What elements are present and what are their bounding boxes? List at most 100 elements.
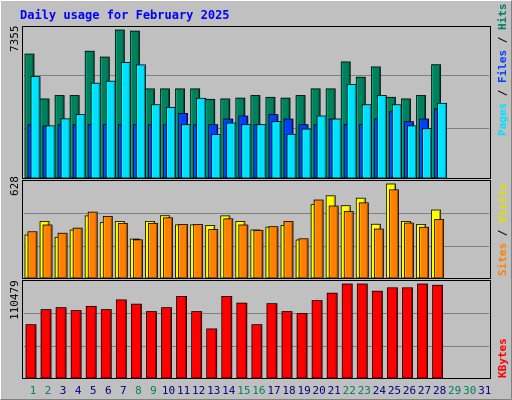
bar-pages-day-14 <box>226 122 237 179</box>
bar-kbytes-day-20 <box>311 300 323 379</box>
bar-pages-day-19 <box>301 128 312 179</box>
bar-kbytes-day-10 <box>161 307 172 379</box>
x-axis-label-day-17: 17 <box>267 384 280 397</box>
bar-sites-day-26 <box>404 222 414 279</box>
legend-hits: Hits <box>496 4 509 31</box>
x-axis-label-day-10: 10 <box>162 384 175 397</box>
bar-kbytes-day-19 <box>296 313 308 379</box>
bars-layer <box>24 29 448 379</box>
legend-files: Files <box>496 50 509 83</box>
bar-sites-day-19 <box>298 238 309 279</box>
x-axis-label-day-25: 25 <box>388 384 401 397</box>
bar-kbytes-day-2 <box>40 309 52 379</box>
x-axis-label-day-27: 27 <box>418 384 431 397</box>
bar-pages-day-17 <box>271 121 282 179</box>
x-axis-label-day-22: 22 <box>343 384 356 397</box>
bar-kbytes-day-6 <box>100 309 112 379</box>
bar-kbytes-day-8 <box>131 303 142 379</box>
bar-sites-day-12 <box>193 224 204 279</box>
bar-sites-day-13 <box>208 229 219 279</box>
bar-pages-day-6 <box>105 80 116 179</box>
bar-pages-day-22 <box>346 84 357 179</box>
bar-pages-day-25 <box>392 104 402 179</box>
bar-sites-day-18 <box>283 221 294 279</box>
bar-sites-day-5 <box>87 211 98 279</box>
x-axis-day-labels: 1 2 3 4 5 6 7 8 9 10 11 12 13 14 15 16 17 18 19 20 21 22 23 24 2… <box>30 384 492 397</box>
bar-sites-day-11 <box>178 224 189 279</box>
x-axis-label-day-5: 5 <box>90 384 97 397</box>
x-axis-label-day-4: 4 <box>75 384 82 397</box>
bar-sites-day-25 <box>389 189 399 279</box>
x-axis-label-day-16: 16 <box>252 384 265 397</box>
bar-sites-day-8 <box>133 239 143 279</box>
bar-sites-day-23 <box>358 202 369 279</box>
bar-kbytes-day-21 <box>326 292 338 379</box>
bar-sites-day-24 <box>373 228 384 279</box>
bar-sites-day-28 <box>434 219 445 279</box>
legend-visits: Visits <box>496 183 509 223</box>
x-axis-label-day-21: 21 <box>328 384 341 397</box>
bar-pages-day-28 <box>437 102 448 179</box>
bar-sites-day-14 <box>223 218 234 279</box>
x-axis-label-day-11: 11 <box>177 384 190 397</box>
bar-kbytes-day-7 <box>115 299 127 379</box>
bar-pages-day-15 <box>241 124 252 179</box>
x-axis-label-day-29: 29 <box>448 384 461 397</box>
bar-kbytes-day-12 <box>191 311 203 379</box>
bar-sites-day-20 <box>313 199 324 279</box>
legend-hits-files-pages: Pages / Files / Hits <box>496 4 509 137</box>
bar-kbytes-day-11 <box>176 296 188 379</box>
bar-kbytes-day-15 <box>236 302 248 379</box>
bar-kbytes-day-28 <box>432 284 444 379</box>
x-axis-label-day-15: 15 <box>237 384 250 397</box>
bar-pages-day-16 <box>256 124 267 179</box>
x-axis-label-day-9: 9 <box>150 384 157 397</box>
bar-sites-day-1 <box>27 231 38 279</box>
bar-pages-day-23 <box>361 104 372 179</box>
bar-pages-day-10 <box>166 106 176 179</box>
bar-kbytes-day-14 <box>221 296 233 379</box>
legend-pages: Pages <box>496 103 509 136</box>
bar-sites-day-2 <box>42 224 53 279</box>
bar-sites-day-7 <box>117 222 128 279</box>
x-axis-label-day-23: 23 <box>358 384 371 397</box>
bar-sites-day-22 <box>343 211 354 279</box>
x-axis-label-day-18: 18 <box>282 384 295 397</box>
legend-sites: Sites <box>496 243 509 276</box>
bar-kbytes-day-13 <box>206 328 218 379</box>
panel-kbytes <box>22 280 491 379</box>
bar-kbytes-day-23 <box>356 283 368 379</box>
bar-pages-day-11 <box>181 124 192 179</box>
x-axis-label-day-3: 3 <box>60 384 67 397</box>
legend-visits-sites: Sites / Visits <box>496 183 509 276</box>
bar-sites-day-17 <box>268 226 279 279</box>
bar-kbytes-day-25 <box>387 287 398 379</box>
y-max-label-visits: 628 <box>8 176 21 196</box>
bar-sites-day-9 <box>148 222 158 279</box>
bar-sites-day-27 <box>419 226 429 279</box>
x-axis-label-day-14: 14 <box>222 384 236 397</box>
bar-sites-day-3 <box>57 232 68 279</box>
bar-kbytes-day-27 <box>417 283 428 379</box>
bar-sites-day-16 <box>253 230 264 279</box>
bar-pages-day-3 <box>60 118 71 179</box>
bar-kbytes-day-4 <box>70 310 82 379</box>
x-axis-label-day-28: 28 <box>433 384 446 397</box>
chart-title: Daily usage for February 2025 <box>20 8 230 22</box>
panel-visits-sites <box>22 180 491 279</box>
x-axis-label-day-26: 26 <box>403 384 416 397</box>
bar-pages-day-27 <box>422 128 432 179</box>
panel-hits-files-pages <box>22 26 491 179</box>
bar-kbytes-day-3 <box>55 307 67 379</box>
bar-pages-day-26 <box>407 125 417 179</box>
bar-sites-day-6 <box>102 216 113 279</box>
x-axis-label-day-30: 30 <box>463 384 476 397</box>
bar-pages-day-1 <box>30 76 41 179</box>
bar-kbytes-day-5 <box>85 305 97 379</box>
bar-pages-day-4 <box>75 114 86 179</box>
bar-kbytes-day-1 <box>25 324 37 379</box>
bar-pages-day-24 <box>376 95 387 179</box>
bar-sites-day-10 <box>163 217 173 279</box>
legend-kbytes: KBytes <box>496 338 509 378</box>
